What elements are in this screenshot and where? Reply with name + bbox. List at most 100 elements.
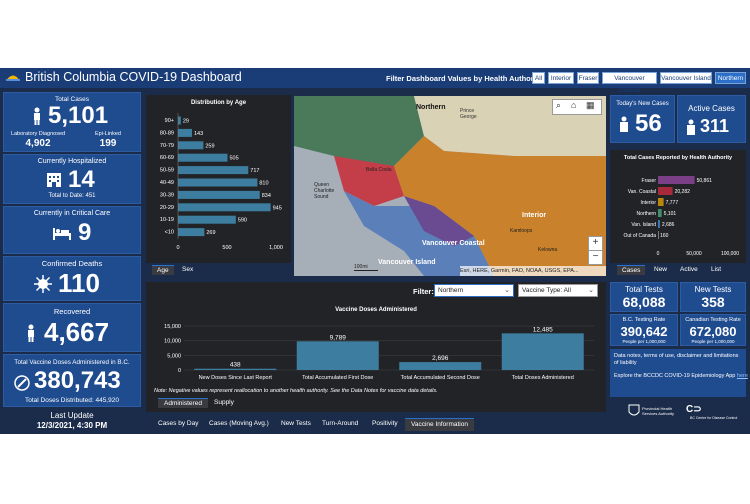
- age-bar: [178, 228, 205, 237]
- filter-northern-button[interactable]: Northern: [715, 72, 746, 84]
- ha-tick-label: Van. Island: [631, 222, 656, 228]
- tab-positivity[interactable]: Positivity: [372, 420, 398, 427]
- map-label-prince-george: Prince George: [460, 108, 477, 120]
- tab-cases-moving-avg[interactable]: Cases (Moving Avg.): [209, 420, 269, 427]
- region-vancouver-coastal[interactable]: [404, 196, 474, 246]
- tab-list[interactable]: List: [711, 266, 722, 273]
- region-coastal-north[interactable]: [334, 156, 404, 206]
- age-tick-label: <10: [165, 230, 174, 236]
- filter-fraser-button[interactable]: Fraser: [577, 72, 599, 84]
- age-bar: [178, 128, 193, 137]
- recovered-label: Recovered: [53, 307, 91, 316]
- total-cases-label: Total Cases: [55, 96, 89, 103]
- vaccine-panel: Filter: Northern ⌄ Vaccine Type: All ⌄ V…: [146, 282, 606, 412]
- ha-bar: [658, 209, 662, 217]
- ha-tick-label: Northern: [637, 211, 657, 217]
- ha-data-label: 5,101: [664, 211, 677, 217]
- vaccine-type-select[interactable]: Vaccine Type: All ⌄: [518, 284, 598, 297]
- vaccine-bar: [296, 341, 379, 370]
- active-cases-value: 311: [700, 116, 730, 136]
- tab-administered[interactable]: Administered: [158, 398, 208, 408]
- map-label-interior: Interior: [522, 212, 547, 219]
- tab-supply[interactable]: Supply: [214, 399, 234, 406]
- doses-distributed: Total Doses Distributed: 445,920: [25, 397, 119, 404]
- lab-diagnosed-label: Laboratory Diagnosed: [10, 131, 66, 137]
- map-label-kelowna: Kelowna: [538, 247, 558, 253]
- ha-bar: [658, 176, 695, 184]
- vaccine-filter-label: Filter:: [413, 287, 434, 296]
- bc-map[interactable]: [294, 96, 606, 276]
- ha-x-tick: 100,000: [721, 251, 739, 257]
- zoom-in-button[interactable]: +: [588, 236, 603, 251]
- region-interior[interactable]: [394, 136, 606, 276]
- ha-tick-label: Van. Coastal: [628, 189, 656, 195]
- filter-all-button[interactable]: All: [532, 72, 545, 84]
- health-authority-select[interactable]: Northern ⌄: [434, 284, 514, 297]
- new-tests-value: 358: [701, 294, 725, 310]
- deaths-label: Confirmed Deaths: [41, 259, 103, 268]
- age-chart-panel: Distribution by Age 90+ 29 80-89 143 70-79 25…: [146, 95, 291, 263]
- search-icon[interactable]: ⌕: [556, 100, 562, 110]
- zoom-out-button[interactable]: −: [588, 250, 603, 265]
- new-cases-label: Today's New Cases: [616, 101, 669, 107]
- bc-rate-card: B.C. Testing Rate 390,642 People per 1,0…: [610, 314, 678, 346]
- tab-cases[interactable]: Cases: [617, 265, 646, 275]
- epi-linked-label: Epi-Linked: [95, 131, 121, 137]
- bccdc-logo-icon: C⊃: [686, 404, 702, 415]
- filter-vancouver-coastal-button[interactable]: Vancouver Coastal: [602, 72, 657, 94]
- age-chart-title: Distribution by Age: [190, 100, 247, 106]
- tab-active[interactable]: Active: [680, 266, 698, 273]
- tab-new-tests[interactable]: New Tests: [281, 420, 311, 427]
- tab-vaccine-information[interactable]: Vaccine Information: [405, 418, 474, 431]
- age-data-label: 505: [229, 156, 238, 162]
- total-cases-card: Total Cases 5,101 Laboratory Diagnosed 4…: [3, 92, 141, 152]
- notes-text[interactable]: Data notes, terms of use, disclaimer and…: [614, 353, 739, 366]
- bccdc-name: BC Centre for Disease Control: [690, 416, 738, 420]
- tab-age[interactable]: Age: [152, 265, 174, 275]
- ha-chart: Fraser 50,861 Van. Coastal 20,282 Interior 7,…: [623, 176, 739, 257]
- vaccine-bar: [194, 368, 277, 370]
- age-bar: [178, 141, 204, 150]
- filter-interior-button[interactable]: Interior: [548, 72, 574, 84]
- tab-sex[interactable]: Sex: [182, 266, 194, 273]
- age-tick-label: 10-19: [160, 217, 174, 223]
- vaccine-total-value: 380,743: [34, 367, 121, 394]
- vaccine-data-label: 438: [230, 362, 241, 369]
- age-chart: 90+ 29 80-89 143 70-79 259 60-69 505 50-59 717 40-…: [160, 113, 283, 251]
- total-tests-value: 68,088: [622, 294, 666, 310]
- critical-care-label: Currently in Critical Care: [33, 210, 111, 217]
- vaccine-chart-title: Vaccine Doses Administered: [335, 307, 417, 313]
- map-toolbar: ⌕ ⌂ ▦: [552, 99, 602, 115]
- tab-cases-by-day[interactable]: Cases by Day: [158, 420, 199, 427]
- page-title: British Columbia COVID-19 Dashboard: [25, 70, 242, 84]
- home-icon[interactable]: ⌂: [571, 100, 577, 110]
- hospitalized-total: Total to Date: 451: [48, 193, 96, 199]
- virus-icon: [34, 275, 52, 293]
- phsa-name: Provincial Health Services Authority: [642, 406, 675, 416]
- ha-data-label: 50,861: [697, 178, 713, 184]
- new-tests-card: New Tests 358: [680, 282, 746, 312]
- tab-new[interactable]: New: [654, 266, 668, 273]
- tab-turn-around[interactable]: Turn-Around: [322, 420, 359, 427]
- ha-data-label: 2,686: [662, 222, 675, 228]
- filter-label: Filter Dashboard Values by Health Author…: [386, 74, 545, 83]
- notes-epi-link[interactable]: here: [736, 373, 748, 379]
- active-cases-label: Active Cases: [688, 104, 735, 113]
- age-tick-label: 70-79: [160, 143, 174, 149]
- map[interactable]: Northern Prince George Bella Coola Queen…: [294, 96, 606, 276]
- age-bar: [178, 166, 249, 175]
- bc-logo-icon: [6, 75, 20, 81]
- hospital-icon: [47, 173, 61, 187]
- phsa-logo-icon: [628, 404, 640, 416]
- map-scale: 100mi: [354, 264, 378, 271]
- region-vancouver-island[interactable]: [344, 191, 494, 276]
- age-bar: [178, 178, 258, 187]
- notes-epi-text: Explore the BCCDC COVID-19 Epidemiology …: [614, 373, 736, 379]
- filter-vancouver-island-button[interactable]: Vancouver Island: [660, 72, 712, 84]
- map-label-vancouver-coastal: Vancouver Coastal: [422, 240, 485, 247]
- age-tick-label: 30-39: [160, 192, 174, 198]
- bc-rate-value: 390,642: [620, 324, 668, 339]
- region-northwest[interactable]: [294, 96, 424, 176]
- vaccine-type-value: Vaccine Type: All: [522, 287, 571, 294]
- basemap-icon[interactable]: ▦: [586, 100, 595, 110]
